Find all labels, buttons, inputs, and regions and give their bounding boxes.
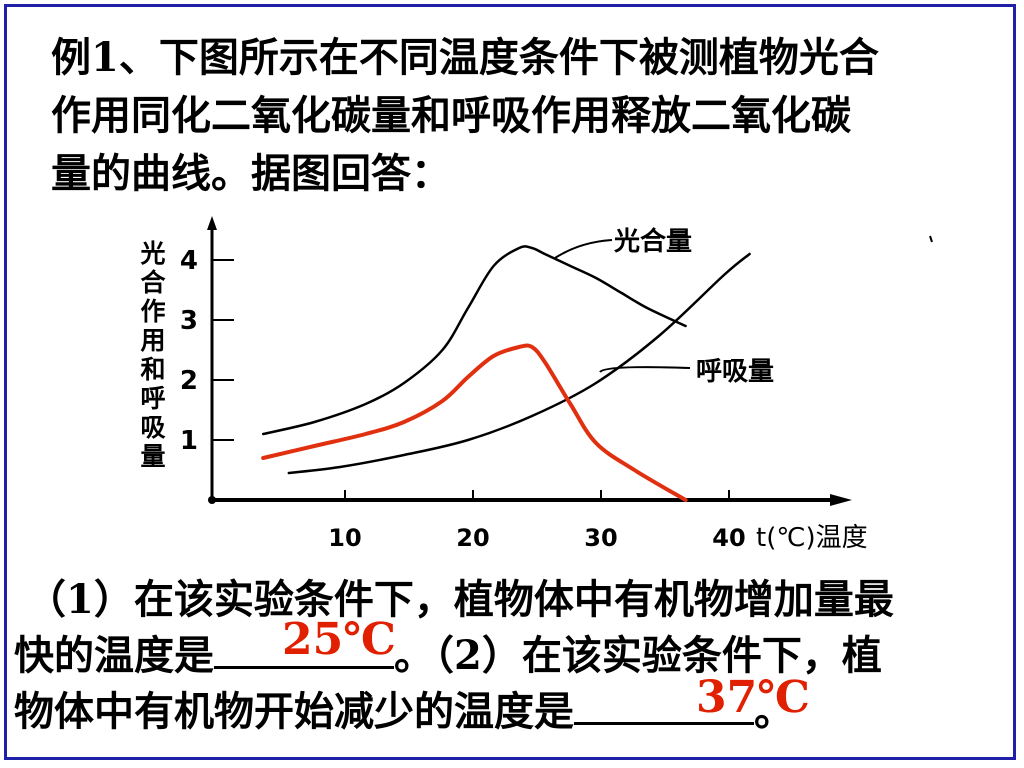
y-axis-label-char: 作 xyxy=(140,297,165,326)
subquestion-line-3: 物体中有机物开始减少的温度是 。 xyxy=(14,684,794,740)
y-axis-label-char: 用 xyxy=(140,326,165,355)
y-axis-label-char: 光 xyxy=(139,239,165,268)
subquestion-line-1: （1）在该实验条件下，植物体中有机物增加量最 xyxy=(26,576,894,623)
question-line-1: 例1、下图所示在不同温度条件下被测植物光合 xyxy=(51,34,879,81)
y-axis-label-char: 和 xyxy=(140,355,165,384)
respiration-curve xyxy=(287,252,751,475)
subquestion-line-2b: 。（2）在该实验条件下，植 xyxy=(394,632,882,679)
y-tick-label: 2 xyxy=(180,366,198,396)
answer-blank-2 xyxy=(574,684,754,725)
y-tick-label: 4 xyxy=(180,246,198,276)
question-line-2: 作用同化二氧化碳量和呼吸作用释放二氧化碳 xyxy=(51,92,851,139)
respiration-leader xyxy=(599,366,691,373)
photosynthesis-curve xyxy=(261,245,687,436)
y-axis-label-char: 量 xyxy=(140,442,165,471)
y-axis-label-char: 合 xyxy=(140,268,166,297)
subquestion-line-3a: 物体中有机物开始减少的温度是 xyxy=(14,688,574,735)
subquestion-line-2: 快的温度是 。（2）在该实验条件下，植 xyxy=(14,628,882,684)
photosynthesis-label: 光合量 xyxy=(613,226,692,257)
subquestion-line-2a: 快的温度是 xyxy=(14,632,214,679)
question-line-3: 量的曲线。据图回答： xyxy=(51,150,451,197)
net-photosynthesis-curve xyxy=(261,343,688,502)
origin-dot xyxy=(208,496,216,504)
x-tick-label: 20 xyxy=(456,524,489,552)
y-tick-label: 1 xyxy=(180,426,198,456)
answer-blank-1 xyxy=(214,628,394,669)
answer-2: 37℃ xyxy=(696,672,810,723)
photosynthesis-leader xyxy=(554,239,613,259)
answer-1: 25℃ xyxy=(282,614,396,665)
x-tick-label: 10 xyxy=(328,524,361,552)
x-axis-arrow xyxy=(830,494,852,506)
slide-frame: 例1、下图所示在不同温度条件下被测植物光合 作用同化二氧化碳量和呼吸作用释放二氧… xyxy=(4,4,1016,760)
stray-mark xyxy=(929,235,933,243)
y-axis-arrow xyxy=(207,216,217,230)
y-axis-label-char: 呼 xyxy=(140,384,165,413)
x-tick-label: 30 xyxy=(584,524,617,552)
y-tick-label: 3 xyxy=(180,306,198,336)
x-axis-label: t(℃)温度 xyxy=(756,523,868,553)
respiration-label: 呼吸量 xyxy=(696,357,774,387)
subquestion-line-3b: 。 xyxy=(754,688,794,735)
y-axis-label-char: 吸 xyxy=(140,413,165,442)
x-tick-label: 40 xyxy=(712,524,745,552)
question-text: 例1、下图所示在不同温度条件下被测植物光合 作用同化二氧化碳量和呼吸作用释放二氧… xyxy=(51,29,991,203)
